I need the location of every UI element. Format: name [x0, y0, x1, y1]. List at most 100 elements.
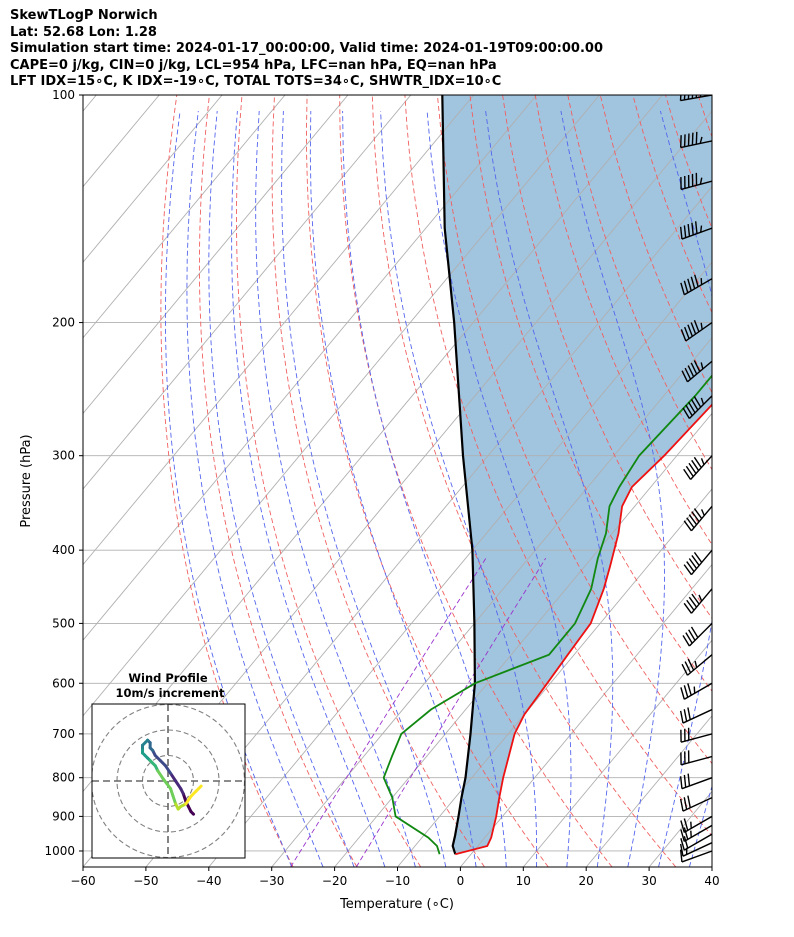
y-tick-label: 700 [52, 727, 75, 741]
barb-shaft [683, 682, 712, 700]
hodograph-segment [156, 769, 165, 780]
moist-adiabat [720, 111, 794, 867]
barb-feather [700, 362, 704, 370]
barb-feather [690, 276, 696, 289]
barb-feather [686, 599, 695, 611]
barb-feather [700, 509, 705, 516]
barb-feather [679, 798, 684, 812]
barb-feather [688, 596, 698, 608]
wind-barbs [679, 95, 712, 863]
x-axis-label: Temperature (∘C) [339, 897, 454, 912]
dry-adiabats [160, 95, 794, 867]
dewpoint-profile-line [382, 374, 712, 855]
wind-barb [679, 795, 712, 812]
barb-feather [683, 326, 690, 339]
wind-barb [680, 824, 712, 842]
barb-feather [694, 660, 698, 668]
wind-barb [680, 833, 712, 851]
x-tick-label: −20 [322, 874, 347, 888]
x-tick-label: 10 [516, 874, 531, 888]
isotherm-line [460, 563, 712, 867]
dry-adiabat [236, 95, 422, 867]
location-line: Lat: 52.68 Lon: 1.28 [10, 24, 157, 40]
y-tick-label: 800 [52, 771, 75, 785]
barb-feather [700, 397, 705, 405]
moist-adiabat [164, 110, 293, 867]
barb-feather [680, 820, 685, 833]
isotherm-line [334, 412, 712, 867]
chart-header: SkewTLogP Norwich Lat: 52.68 Lon: 1.28 S… [10, 8, 790, 91]
barb-feather [683, 818, 689, 831]
dry-adiabat [271, 95, 485, 867]
barb-feather [683, 685, 689, 698]
barb-feather [680, 282, 685, 295]
barb-shaft [680, 755, 712, 766]
barb-feather [688, 401, 696, 414]
barb-shaft [687, 654, 712, 676]
barb-feather [684, 661, 692, 674]
hodograph-segment [163, 764, 173, 775]
barb-feather [680, 829, 685, 842]
wind-barb [679, 849, 712, 863]
y-tick-label: 600 [52, 676, 75, 690]
barb-feather [683, 797, 688, 810]
dry-adiabat [731, 95, 794, 867]
barb-feather [685, 404, 693, 416]
isotherm-line [83, 95, 600, 717]
barb-feather [693, 319, 700, 333]
hodograph-segment [194, 784, 203, 793]
moist-adiabat [208, 110, 355, 867]
dry-adiabat [763, 95, 794, 867]
time-line: Simulation start time: 2024-01-17_00:00:… [10, 41, 603, 56]
barb-feather [693, 508, 703, 519]
moist-adiabats [164, 110, 794, 867]
wind-barb [680, 682, 712, 700]
hodograph-segment [161, 776, 173, 791]
x-tick-label: −10 [385, 874, 410, 888]
mixing-ratio-line [355, 558, 547, 867]
x-tick-label: 40 [704, 874, 719, 888]
wind-barb [680, 319, 712, 342]
chart-title: SkewTLogP Norwich [10, 8, 158, 23]
x-tick-label: 0 [457, 874, 465, 888]
barb-shaft [688, 395, 712, 419]
barb-feather [683, 280, 689, 293]
barb-feather [694, 221, 698, 234]
moist-adiabat [342, 110, 507, 867]
barb-feather [679, 776, 683, 789]
moist-adiabat [658, 110, 712, 867]
wind-barb [680, 274, 712, 296]
barb-feather [683, 95, 686, 100]
wind-barb [682, 395, 712, 419]
barb-feather [690, 322, 697, 335]
barb-shaft [681, 850, 712, 863]
barb-feather [683, 774, 687, 788]
wind-barb [683, 455, 712, 480]
barb-feather [691, 459, 700, 471]
isotherm-line [83, 95, 537, 641]
hodograph-segment [169, 771, 178, 783]
dry-adiabat [306, 95, 549, 867]
wind-barb [681, 360, 712, 383]
hodograph-segment [184, 794, 193, 806]
dry-adiabat [534, 95, 712, 546]
barb-feather [690, 626, 699, 638]
x-tick-label: −30 [259, 874, 284, 888]
wind-profile-subtitle: 10m/s increment [116, 686, 225, 700]
moist-adiabat [281, 110, 447, 867]
mixing-ratio-line [290, 558, 487, 867]
isotherm-line [83, 95, 475, 566]
cape-cin-shading [442, 95, 712, 855]
wind-barb [681, 654, 712, 676]
x-tick-label: 30 [641, 874, 656, 888]
barb-feather [679, 843, 684, 857]
wind-barb [680, 750, 712, 766]
y-tick-label: 400 [52, 543, 75, 557]
barb-feather [682, 635, 690, 647]
barb-feather [687, 278, 692, 291]
wind-barb [680, 172, 712, 191]
axes: −60 −50 −40 −30 −20 −10 0 10 20 30 40 100 200 300 400 5… [44, 88, 719, 888]
barb-feather [687, 683, 692, 696]
